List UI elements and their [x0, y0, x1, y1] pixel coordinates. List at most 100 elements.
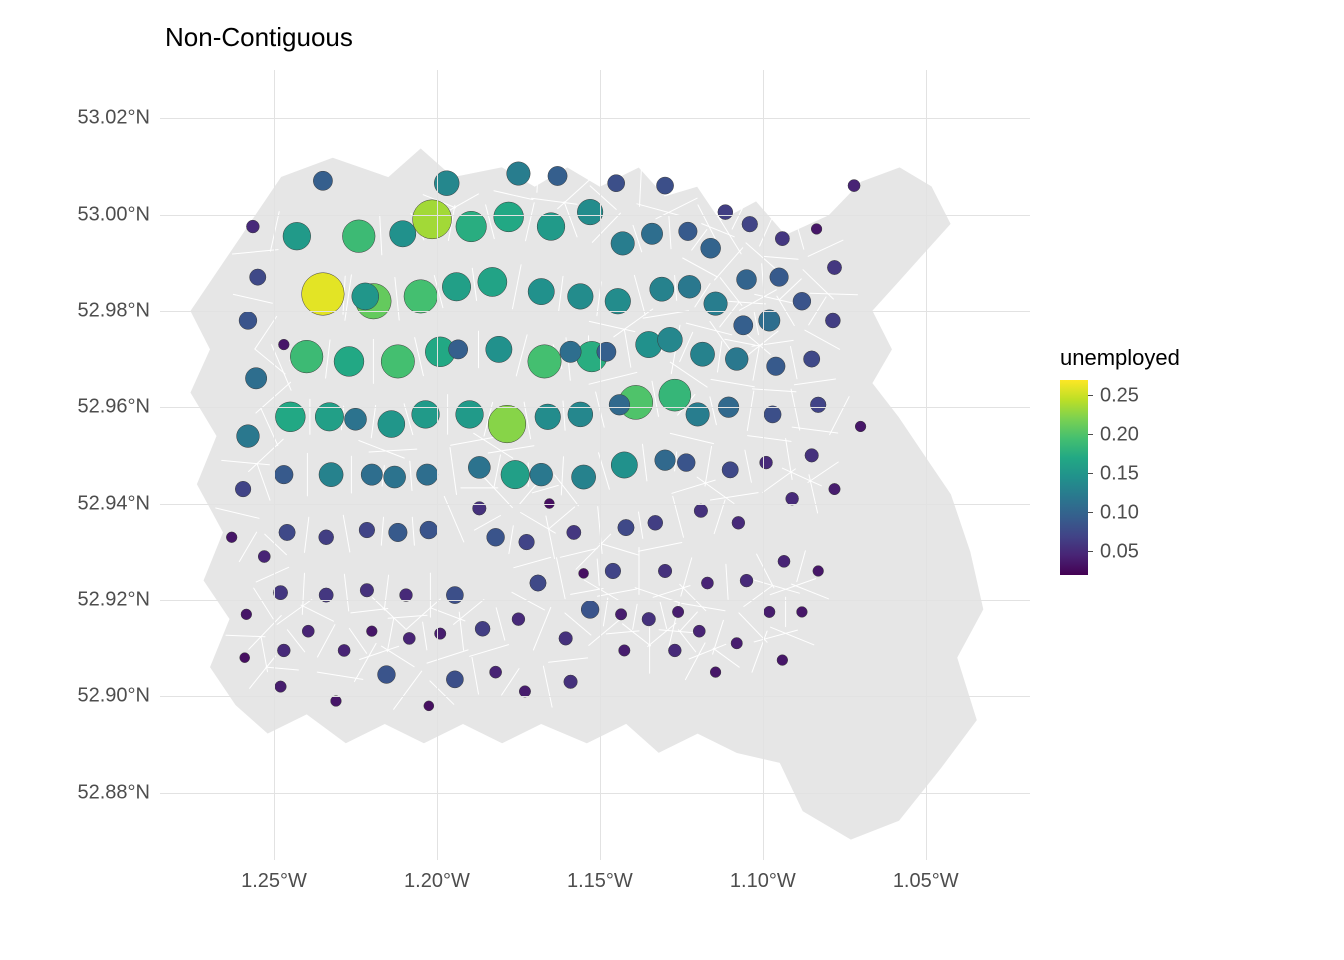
data-point	[413, 200, 452, 239]
gridline-horizontal	[160, 215, 1030, 216]
data-point	[456, 211, 487, 242]
legend-tick-label: 0.10	[1100, 501, 1139, 524]
data-point	[390, 221, 416, 247]
y-tick-label: 52.92°N	[78, 588, 151, 611]
data-point	[331, 696, 342, 707]
data-point	[226, 532, 237, 543]
data-point	[564, 675, 578, 689]
legend-tick-label: 0.25	[1100, 384, 1139, 407]
data-point	[811, 224, 822, 235]
data-point	[468, 456, 490, 478]
data-point	[679, 222, 698, 241]
data-point	[537, 213, 565, 241]
data-point	[650, 277, 674, 301]
data-point	[764, 606, 775, 617]
data-point	[237, 425, 260, 448]
data-point	[618, 519, 634, 535]
legend-tick-label: 0.15	[1100, 462, 1139, 485]
data-point	[302, 625, 314, 637]
data-point	[420, 521, 438, 539]
legend-tick-mark	[1088, 473, 1093, 474]
data-point	[446, 671, 463, 688]
data-point	[361, 464, 382, 485]
data-point	[701, 238, 721, 258]
data-point	[412, 401, 440, 429]
data-point	[530, 575, 546, 591]
data-point	[655, 450, 676, 471]
data-point	[239, 312, 257, 330]
x-tick-label: 1.25°W	[241, 870, 307, 893]
data-point	[778, 555, 790, 567]
data-point	[668, 644, 681, 657]
y-tick-label: 52.94°N	[78, 492, 151, 515]
data-point	[246, 220, 259, 233]
data-point	[568, 402, 593, 427]
data-point	[694, 504, 708, 518]
data-point	[434, 171, 459, 196]
y-tick-label: 52.88°N	[78, 781, 151, 804]
data-point	[486, 336, 512, 362]
data-point	[848, 180, 860, 192]
data-point	[693, 625, 705, 637]
data-point	[258, 550, 270, 562]
data-point	[548, 166, 567, 185]
data-point	[403, 632, 415, 644]
data-point	[825, 313, 840, 328]
data-point	[456, 401, 484, 429]
data-point	[658, 564, 672, 578]
data-point	[302, 273, 345, 316]
data-point	[313, 171, 332, 190]
data-point	[732, 516, 745, 529]
x-tick-label: 1.15°W	[567, 870, 633, 893]
data-point	[241, 609, 252, 620]
y-tick-label: 52.98°N	[78, 299, 151, 322]
legend-tick-mark	[1088, 434, 1093, 435]
data-point	[417, 464, 438, 485]
data-point	[334, 347, 364, 377]
data-point	[494, 202, 524, 232]
data-point	[359, 522, 375, 538]
data-point	[528, 345, 561, 378]
data-point	[611, 452, 637, 478]
data-point	[352, 283, 379, 310]
data-point	[475, 621, 490, 636]
data-point	[605, 563, 621, 579]
data-point	[559, 632, 573, 646]
data-point	[764, 406, 781, 423]
gridline-horizontal	[160, 793, 1030, 794]
data-point	[760, 456, 773, 469]
data-point	[725, 348, 748, 371]
data-point	[793, 292, 811, 310]
gridline-horizontal	[160, 600, 1030, 601]
data-point	[488, 405, 526, 443]
data-point	[657, 177, 674, 194]
data-point	[490, 666, 502, 678]
x-tick-label: 1.10°W	[730, 870, 796, 893]
data-point	[827, 260, 841, 274]
data-point	[319, 463, 343, 487]
data-point	[770, 268, 789, 287]
data-point	[619, 645, 630, 656]
data-point	[581, 601, 599, 619]
data-point	[360, 583, 374, 597]
data-point	[381, 345, 414, 378]
data-point	[275, 465, 294, 484]
data-point	[378, 666, 396, 684]
chart-title: Non-Contiguous	[165, 22, 353, 53]
data-point	[718, 205, 733, 220]
data-point	[804, 351, 820, 367]
chart-container: Non-Contiguous 1.25°W1.20°W1.15°W1.10°W1…	[0, 0, 1344, 960]
data-point	[273, 586, 287, 600]
data-point	[737, 270, 757, 290]
y-tick-label: 53.00°N	[78, 203, 151, 226]
data-point	[636, 331, 662, 357]
data-point	[319, 530, 334, 545]
plot-area	[160, 70, 1030, 860]
data-point	[690, 342, 714, 366]
gridline-horizontal	[160, 504, 1030, 505]
data-point	[338, 644, 350, 656]
gridline-vertical	[437, 70, 438, 860]
data-point	[560, 341, 581, 362]
data-point	[389, 523, 408, 542]
data-point	[710, 667, 721, 678]
